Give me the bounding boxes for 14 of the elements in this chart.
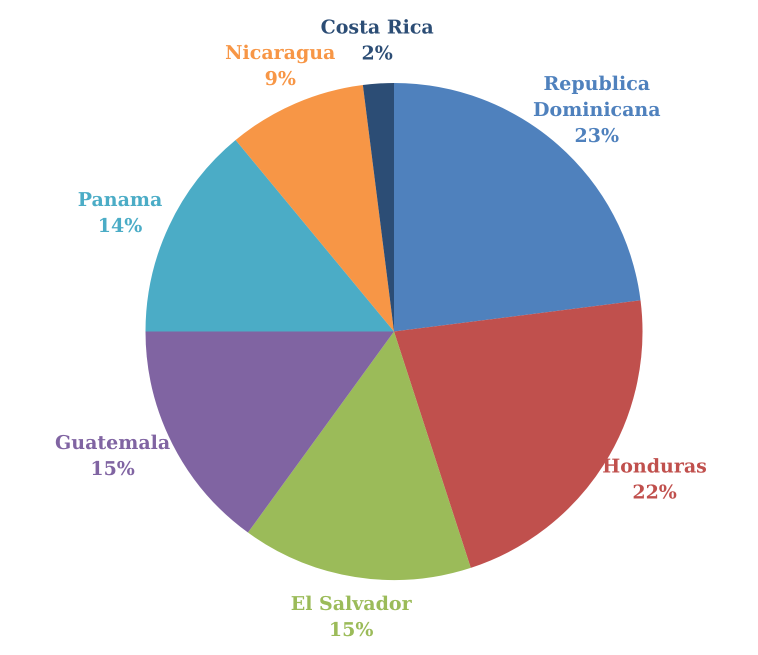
slice-label: Guatemala	[55, 432, 170, 454]
data-label: 9%	[264, 68, 296, 90]
slice-label: Republica Dominicana	[533, 73, 661, 122]
slice-label: El Salvador	[290, 593, 413, 616]
slice-label: Costa Rica	[320, 16, 434, 39]
slice-label: Nicaragua	[225, 42, 336, 64]
data-label: 22%	[632, 482, 677, 504]
slice-label: Panama	[78, 189, 162, 212]
data-label: 15%	[328, 619, 374, 642]
data-label: 23%	[574, 125, 620, 148]
data-label: 15%	[90, 458, 135, 480]
data-label: 2%	[362, 42, 393, 65]
slice-label: Honduras	[602, 456, 707, 478]
data-label: 14%	[98, 215, 142, 238]
